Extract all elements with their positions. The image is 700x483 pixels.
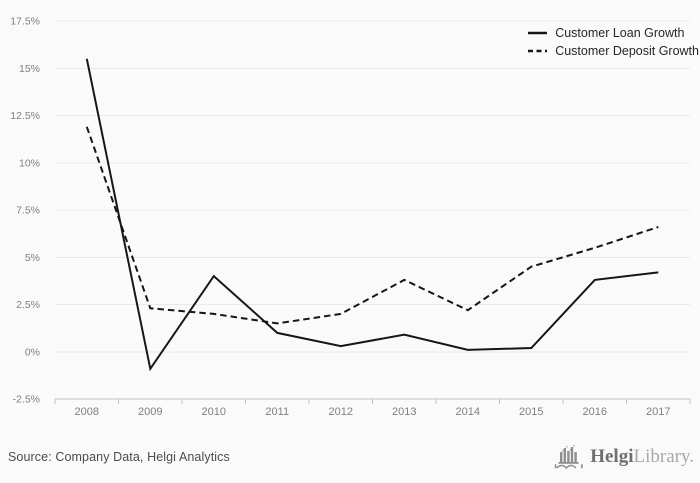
x-axis-label: 2017 bbox=[646, 406, 670, 418]
y-axis-label: -2.5% bbox=[13, 394, 40, 406]
footer: Source: Company Data, Helgi Analytics bbox=[0, 430, 700, 483]
logo-text-helgi: Helgi bbox=[590, 446, 634, 467]
y-axis-label: 15% bbox=[19, 63, 40, 75]
y-axis-label: 10% bbox=[19, 157, 40, 169]
y-axis-label: 17.5% bbox=[10, 16, 40, 28]
helgi-library-logo[interactable]: HelgiLibrary. bbox=[554, 443, 694, 470]
x-axis-label: 2008 bbox=[75, 406, 99, 418]
solid-line-swatch bbox=[528, 31, 548, 34]
x-axis-label: 2011 bbox=[265, 406, 289, 418]
legend-label-deposit: Customer Deposit Growth bbox=[555, 43, 699, 58]
logo-text: HelgiLibrary. bbox=[590, 447, 694, 466]
helgi-library-icon bbox=[554, 445, 584, 470]
x-axis-label: 2012 bbox=[329, 406, 353, 418]
line-chart: 17.5% 15% 12.5% 10% 7.5% 5% 2.5% 0% -2.5% 2008 200… bbox=[10, 16, 691, 418]
y-axis-label: 0% bbox=[25, 346, 40, 358]
legend-label-loan: Customer Loan Growth bbox=[555, 25, 685, 40]
y-axis-label: 2.5% bbox=[16, 299, 40, 311]
x-axis-label: 2016 bbox=[583, 406, 607, 418]
y-axis-label: 12.5% bbox=[10, 110, 40, 122]
x-axis-label: 2010 bbox=[202, 406, 226, 418]
series-line-1 bbox=[85, 126, 659, 325]
x-axis-label: 2014 bbox=[456, 406, 480, 418]
source-text: Source: Company Data, Helgi Analytics bbox=[8, 449, 230, 464]
x-axis-label: 2015 bbox=[519, 406, 543, 418]
y-axis-label: 7.5% bbox=[16, 205, 40, 217]
x-axis-label: 2013 bbox=[392, 406, 416, 418]
chart-legend: Customer Loan Growth Customer Deposit Gr… bbox=[528, 24, 699, 59]
series-line-0 bbox=[85, 58, 659, 372]
logo-text-library: Library. bbox=[633, 446, 695, 467]
chart-area: 17.5% 15% 12.5% 10% 7.5% 5% 2.5% 0% -2.5% 2008 200… bbox=[10, 16, 699, 419]
y-axis-label: 5% bbox=[25, 252, 40, 264]
legend-item-customer-loan-growth[interactable]: Customer Loan Growth bbox=[528, 24, 699, 41]
legend-item-customer-deposit-growth[interactable]: Customer Deposit Growth bbox=[528, 42, 699, 59]
dashed-line-swatch bbox=[528, 49, 548, 52]
x-axis-label: 2009 bbox=[138, 406, 162, 418]
